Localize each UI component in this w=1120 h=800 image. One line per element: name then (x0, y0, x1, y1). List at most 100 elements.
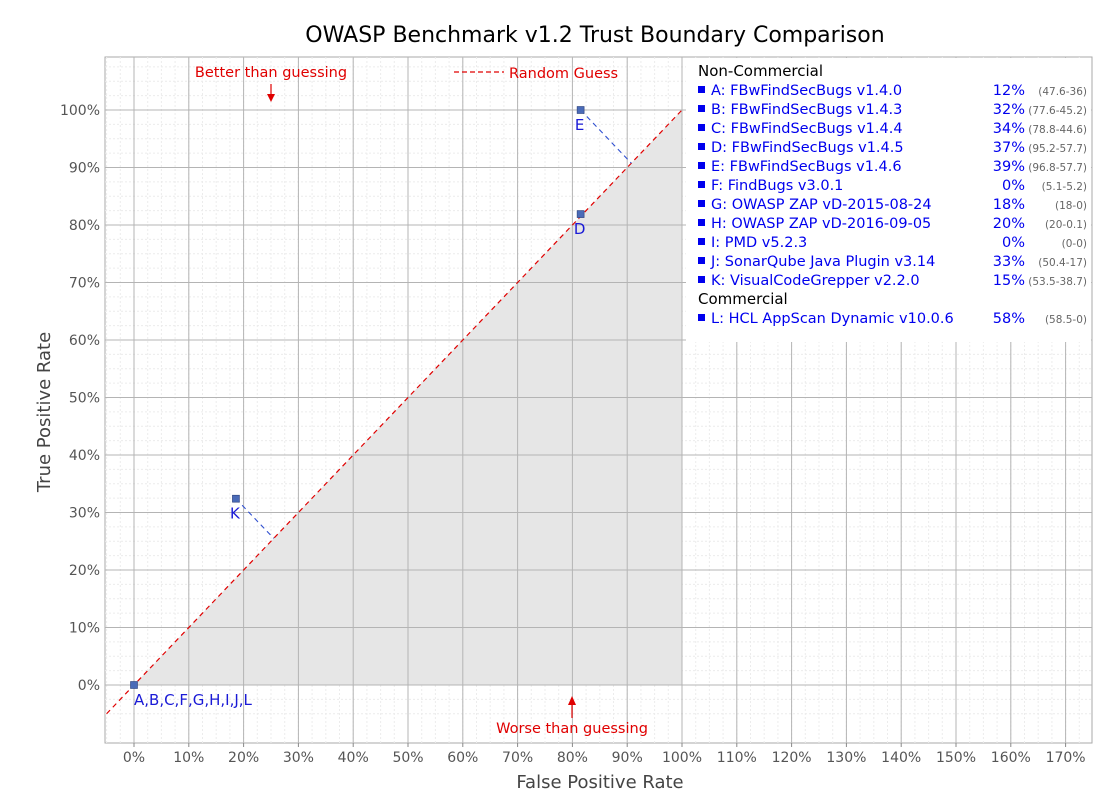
legend-tool-score: 18% (993, 197, 1025, 213)
x-tick-label: 120% (772, 750, 812, 766)
legend-tool-name: B: FBwFindSecBugs v1.4.3 (711, 102, 902, 118)
legend-tool-range: (53.5-38.7) (1028, 276, 1087, 288)
better-than-guessing-label: Better than guessing (195, 65, 347, 81)
x-tick-label: 60% (447, 750, 478, 766)
up-arrow-head-icon (568, 696, 576, 705)
legend-tool-name: A: FBwFindSecBugs v1.4.0 (711, 83, 902, 99)
y-tick-label: 80% (69, 218, 100, 234)
data-point-label: K (230, 505, 241, 523)
legend-tool-name: J: SonarQube Java Plugin v3.14 (710, 254, 935, 270)
legend-tool-score: 20% (993, 216, 1025, 232)
x-tick-label: 30% (283, 750, 314, 766)
legend-tool-range: (5.1-5.2) (1042, 181, 1087, 193)
x-tick-label: 160% (991, 750, 1031, 766)
legend-square-icon (698, 124, 705, 131)
legend-square-icon (698, 238, 705, 245)
x-tick-label: 130% (826, 750, 866, 766)
legend-tool-name: K: VisualCodeGrepper v2.2.0 (711, 273, 920, 289)
data-point (130, 681, 138, 689)
legend-tool-range: (47.6-36) (1038, 86, 1087, 98)
y-tick-label: 20% (69, 563, 100, 579)
distance-to-guess-line (235, 498, 275, 539)
legend-tool-range: (77.6-45.2) (1028, 105, 1087, 117)
legend-tool-score: 37% (993, 140, 1025, 156)
legend-tool-name: H: OWASP ZAP vD-2016-09-05 (711, 216, 931, 232)
legend-square-icon (698, 200, 705, 207)
x-tick-label: 40% (338, 750, 369, 766)
x-tick-label: 90% (612, 750, 643, 766)
legend-square-icon (698, 162, 705, 169)
y-tick-label: 30% (69, 506, 100, 522)
x-tick-label: 170% (1046, 750, 1086, 766)
random-guess-legend-label: Random Guess (509, 66, 618, 82)
x-tick-label: 150% (936, 750, 976, 766)
random-guess-line (106, 109, 683, 715)
distance-to-guess-line (580, 109, 632, 164)
x-tick-label: 80% (557, 750, 588, 766)
down-arrow-head-icon (267, 94, 275, 102)
x-tick-label: 20% (228, 750, 259, 766)
x-axis-title: False Positive Rate (516, 772, 683, 793)
y-tick-label: 40% (69, 448, 100, 464)
y-tick-label: 10% (69, 621, 100, 637)
legend-tool-score: 32% (993, 102, 1025, 118)
chart-title: OWASP Benchmark v1.2 Trust Boundary Comp… (305, 23, 884, 48)
legend-tool-score: 58% (993, 311, 1025, 327)
legend-group-heading: Non-Commercial (698, 62, 823, 80)
legend-group-heading: Commercial (698, 290, 788, 308)
data-point (232, 494, 240, 503)
legend-tool-name: I: PMD v5.2.3 (711, 235, 807, 251)
legend-square-icon (698, 86, 705, 93)
x-tick-label: 10% (173, 750, 204, 766)
legend-tool-range: (95.2-57.7) (1028, 143, 1087, 155)
data-point-label: E (575, 116, 584, 134)
data-point-label: A,B,C,F,G,H,I,J,L (134, 691, 253, 709)
y-axis-title: True Positive Rate (34, 332, 55, 493)
legend-tool-score: 0% (1002, 178, 1025, 194)
y-tick-label: 0% (78, 678, 100, 694)
legend-tool-name: L: HCL AppScan Dynamic v10.0.6 (711, 311, 954, 327)
y-tick-label: 70% (69, 276, 100, 292)
legend-tool-score: 33% (993, 254, 1025, 270)
legend-square-icon (698, 219, 705, 226)
y-tick-label: 50% (69, 391, 100, 407)
data-point (576, 210, 585, 218)
legend-tool-score: 15% (993, 273, 1025, 289)
x-tick-label: 50% (392, 750, 423, 766)
legend-tool-name: F: FindBugs v3.0.1 (711, 178, 843, 194)
legend-tool-range: (96.8-57.7) (1028, 162, 1087, 174)
x-tick-label: 0% (123, 750, 145, 766)
legend-tool-score: 12% (993, 83, 1025, 99)
legend-square-icon (698, 105, 705, 112)
legend-square-icon (698, 314, 705, 321)
legend-tool-range: (0-0) (1062, 238, 1087, 250)
data-point (576, 106, 585, 114)
legend-tool-name: C: FBwFindSecBugs v1.4.4 (711, 121, 903, 137)
legend-tool-range: (78.8-44.6) (1028, 124, 1087, 136)
y-tick-label: 90% (69, 161, 100, 177)
legend-tool-range: (58.5-0) (1045, 314, 1087, 326)
y-tick-label: 100% (60, 103, 100, 119)
legend-tool-range: (20-0.1) (1045, 219, 1087, 231)
x-tick-label: 110% (717, 750, 757, 766)
legend-tool-score: 34% (993, 121, 1025, 137)
x-tick-label: 140% (881, 750, 921, 766)
legend-square-icon (698, 143, 705, 150)
legend-square-icon (698, 276, 705, 283)
legend-tool-range: (18-0) (1055, 200, 1087, 212)
legend-tool-name: E: FBwFindSecBugs v1.4.6 (711, 159, 902, 175)
x-tick-label: 100% (662, 750, 702, 766)
legend-panel (686, 58, 1091, 342)
legend-tool-score: 0% (1002, 235, 1025, 251)
legend-tool-range: (50.4-17) (1038, 257, 1087, 269)
legend-tool-score: 39% (993, 159, 1025, 175)
legend-square-icon (698, 181, 705, 188)
data-point-label: D (574, 220, 586, 238)
legend-tool-name: G: OWASP ZAP vD-2015-08-24 (711, 197, 932, 213)
x-tick-label: 70% (502, 750, 533, 766)
y-tick-label: 60% (69, 333, 100, 349)
legend-square-icon (698, 257, 705, 264)
legend-tool-name: D: FBwFindSecBugs v1.4.5 (711, 140, 904, 156)
worse-than-guessing-label: Worse than guessing (496, 721, 648, 737)
